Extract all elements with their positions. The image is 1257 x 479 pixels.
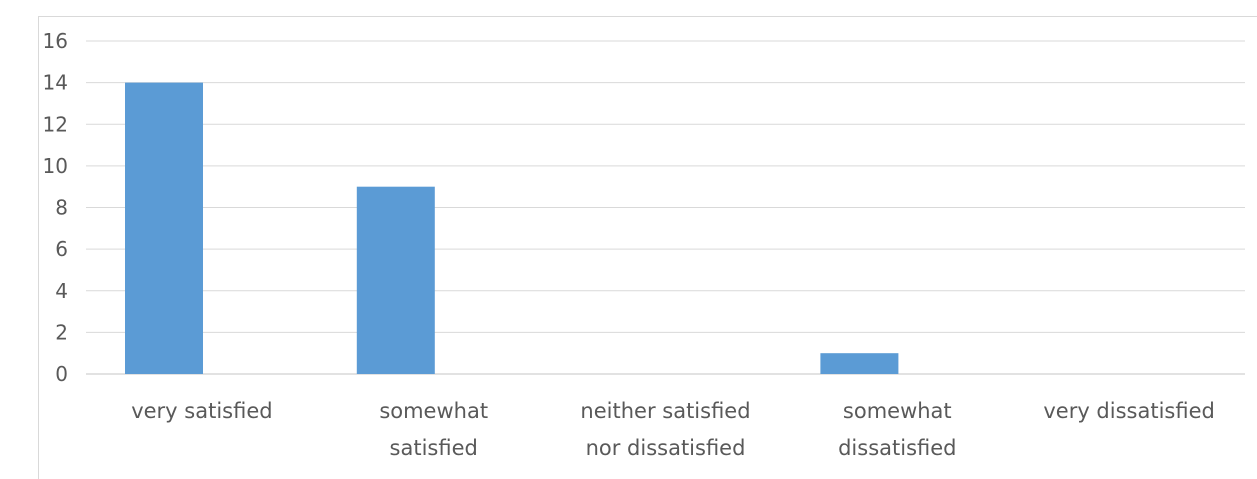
bars xyxy=(125,82,899,374)
y-tick-label: 14 xyxy=(43,71,68,95)
y-tick-label: 12 xyxy=(43,112,68,136)
bar xyxy=(820,353,899,374)
y-axis-tick-labels: 0 2 4 6 8 10 12 14 16 xyxy=(43,29,68,386)
x-category-label: dissatisfied xyxy=(838,436,956,460)
y-tick-label: 2 xyxy=(55,320,68,344)
x-category-label: very satisfied xyxy=(131,399,272,423)
y-tick-label: 8 xyxy=(55,196,68,220)
x-category-label: satisfied xyxy=(390,436,478,460)
y-tick-label: 4 xyxy=(55,279,68,303)
x-category-label: somewhat xyxy=(379,399,488,423)
bar xyxy=(356,186,435,374)
x-category-label: nor dissatisfied xyxy=(586,436,746,460)
chart-frame-top xyxy=(38,16,1257,17)
gridlines xyxy=(86,40,1245,375)
y-tick-label: 16 xyxy=(43,29,68,53)
x-category-label: neither satisfied xyxy=(580,399,750,423)
bar xyxy=(125,82,203,374)
x-category-label: somewhat xyxy=(843,399,952,423)
x-category-label: very dissatisfied xyxy=(1043,399,1215,423)
chart-frame-left xyxy=(38,16,39,479)
x-axis-category-labels: very satisfied somewhat satisfied neither s… xyxy=(131,399,1215,460)
y-tick-label: 10 xyxy=(43,154,68,178)
y-tick-label: 6 xyxy=(55,237,68,261)
y-tick-label: 0 xyxy=(55,362,68,386)
